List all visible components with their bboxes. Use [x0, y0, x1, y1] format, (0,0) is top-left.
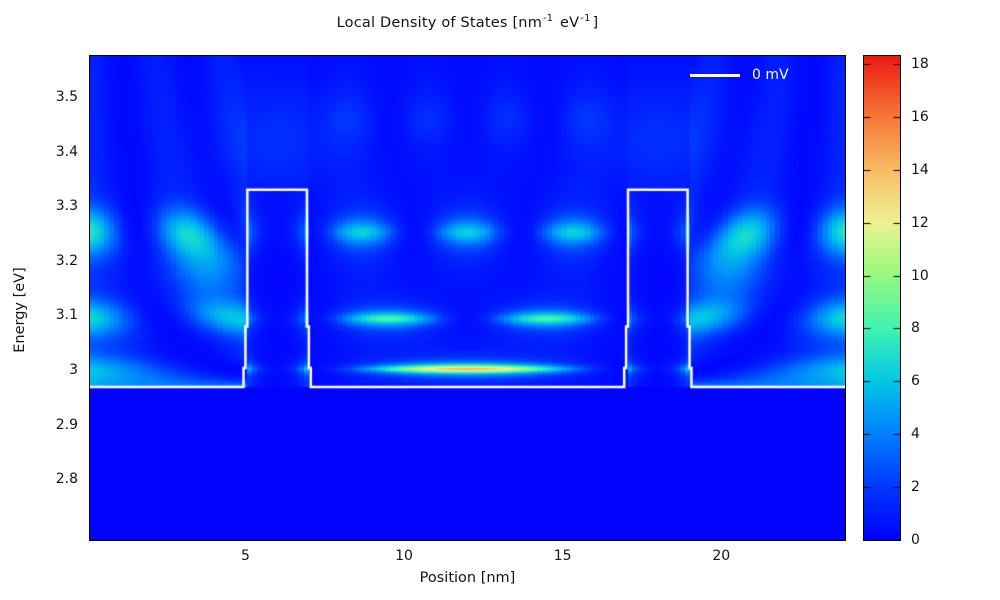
legend: 0 mV: [690, 67, 789, 83]
y-tick-label: 3.3: [55, 198, 78, 215]
y-tick-label: 2.8: [55, 471, 78, 488]
x-tick-label: 20: [712, 548, 731, 564]
colorbar-tick-label: 0: [911, 532, 920, 548]
chart-title-text: ]: [592, 14, 599, 31]
plot-area: 0 mV: [89, 55, 846, 541]
colorbar: [863, 55, 901, 541]
x-axis-label: Position [nm]: [419, 570, 516, 586]
y-tick-label: 3.2: [55, 252, 78, 269]
chart-title-text: eV: [555, 14, 580, 31]
x-tick-label: 5: [240, 548, 250, 564]
y-tick-label: 3: [69, 362, 78, 379]
colorbar-tick-label: 6: [911, 373, 920, 390]
y-tick-label: 3.1: [55, 307, 78, 324]
ldos-heatmap-canvas: [90, 56, 845, 540]
chart-title-text: Local Density of States [nm: [336, 14, 543, 31]
colorbar-tick-label: 10: [911, 267, 929, 284]
y-tick-label: 3.4: [55, 143, 78, 160]
colorbar-tick-label: 16: [911, 108, 929, 125]
y-tick-label: 2.9: [55, 416, 78, 433]
colorbar-tick-label: 12: [911, 214, 929, 231]
colorbar-tick-label: 14: [911, 161, 929, 178]
colorbar-tick-label: 18: [911, 55, 929, 72]
legend-label: 0 mV: [752, 67, 789, 83]
x-tick-label: 10: [395, 548, 413, 564]
x-tick-label: 15: [553, 548, 572, 564]
chart-title-superscript: -1: [543, 12, 554, 24]
y-tick-label: 3.5: [55, 88, 78, 105]
colorbar-canvas: [864, 56, 900, 540]
y-axis-label: Energy [eV]: [12, 267, 28, 353]
colorbar-tick-label: 2: [911, 479, 920, 496]
legend-line-sample: [690, 73, 740, 77]
colorbar-tick-label: 8: [911, 320, 920, 337]
chart-title-superscript: -1: [580, 12, 591, 24]
chart-title: Local Density of States [nm-1 eV-1]: [90, 13, 845, 31]
colorbar-tick-label: 4: [911, 426, 920, 443]
